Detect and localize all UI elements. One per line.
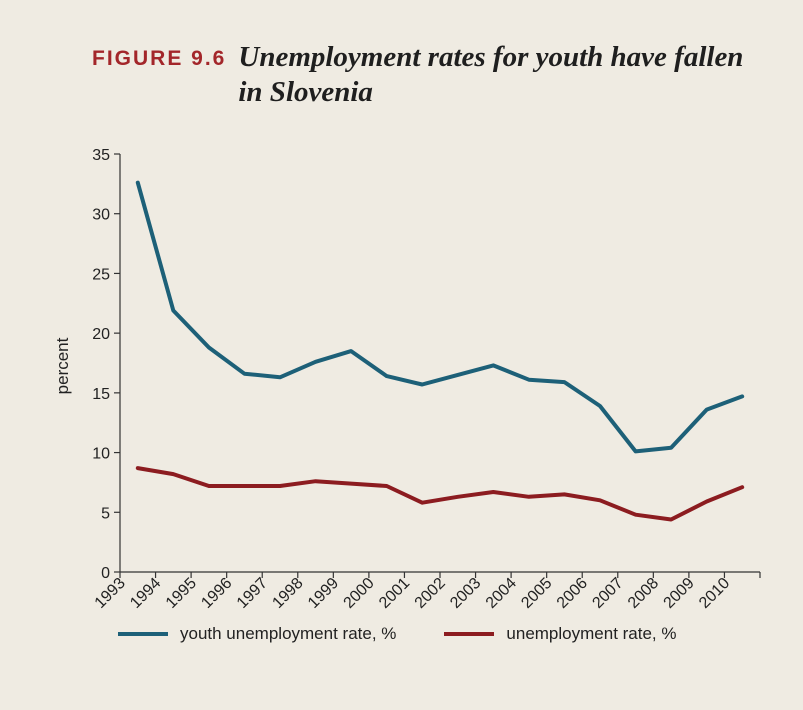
data-point-1 — [349, 482, 353, 486]
y-axis-ticks: 0 5 10 15 20 25 30 35 — [92, 147, 120, 582]
x-tick-label: 2008 — [625, 575, 662, 612]
legend-item-youth: youth unemployment rate, % — [118, 624, 396, 644]
y-axis-label: percent — [53, 337, 72, 394]
series-layer — [135, 180, 745, 522]
y-tick-label: 25 — [92, 266, 110, 283]
y-tick-label: 10 — [92, 446, 110, 463]
data-point-0 — [598, 404, 602, 408]
data-point-0 — [207, 345, 211, 349]
data-point-0 — [527, 378, 531, 382]
data-point-0 — [242, 372, 246, 376]
data-point-0 — [171, 308, 175, 312]
y-tick-label: 5 — [101, 505, 110, 522]
data-point-1 — [669, 517, 673, 521]
y-tick-label: 30 — [92, 207, 110, 224]
data-point-1 — [634, 513, 638, 517]
data-point-0 — [740, 394, 744, 398]
x-tick-label: 2007 — [589, 575, 626, 612]
figure-heading: Unemployment rates for youth have fallen… — [238, 41, 744, 108]
data-point-1 — [385, 484, 389, 488]
data-point-0 — [491, 363, 495, 367]
x-tick-label: 1995 — [163, 575, 200, 612]
figure-label: FIGURE 9.6 — [92, 47, 227, 70]
data-point-0 — [456, 373, 460, 377]
legend-label-youth: youth unemployment rate, % — [180, 624, 397, 643]
y-tick-label: 35 — [92, 147, 110, 164]
x-tick-label: 2003 — [447, 575, 484, 612]
axes — [119, 154, 760, 573]
data-point-0 — [314, 360, 318, 364]
data-point-1 — [314, 479, 318, 483]
data-point-1 — [456, 495, 460, 499]
x-tick-label: 1999 — [305, 575, 342, 612]
legend-swatch-overall — [444, 632, 495, 636]
data-point-1 — [527, 495, 531, 499]
data-point-1 — [420, 501, 424, 505]
data-point-0 — [669, 446, 673, 450]
x-tick-label: 1994 — [127, 575, 164, 612]
data-point-1 — [705, 500, 709, 504]
x-tick-label: 1997 — [234, 575, 271, 612]
series-line-1 — [135, 466, 745, 522]
data-point-1 — [136, 466, 140, 470]
data-point-0 — [349, 349, 353, 353]
x-tick-label: 2004 — [483, 575, 520, 612]
legend-swatch-youth — [118, 632, 168, 636]
y-tick-label: 0 — [101, 565, 110, 582]
data-point-1 — [740, 485, 744, 489]
data-point-0 — [634, 449, 638, 453]
legend-label-overall: unemployment rate, % — [506, 624, 677, 643]
data-point-1 — [242, 484, 246, 488]
data-point-0 — [562, 380, 566, 384]
x-tick-label: 2009 — [661, 575, 698, 612]
series-line-0 — [135, 180, 745, 454]
legend-item-overall: unemployment rate, % — [444, 624, 677, 644]
figure-title: FIGURE 9.6 Unemployment rates for youth … — [92, 40, 772, 110]
data-point-1 — [207, 484, 211, 488]
data-point-0 — [136, 181, 140, 185]
x-tick-label: 1993 — [92, 575, 129, 612]
data-point-1 — [278, 484, 282, 488]
x-tick-label: 2010 — [696, 575, 733, 612]
data-point-1 — [598, 498, 602, 502]
data-point-0 — [420, 382, 424, 386]
x-tick-label: 2001 — [376, 575, 413, 612]
x-tick-label: 2006 — [554, 575, 591, 612]
legend: youth unemployment rate, % unemployment … — [118, 624, 763, 644]
x-tick-label: 2000 — [341, 575, 378, 612]
x-tick-label: 1996 — [198, 575, 235, 612]
data-point-0 — [278, 375, 282, 379]
y-tick-label: 15 — [92, 386, 110, 403]
x-tick-label: 1998 — [269, 575, 306, 612]
x-axis-ticks: 1993199419951996199719981999200020012002… — [92, 572, 761, 612]
x-tick-label: 2002 — [412, 575, 449, 612]
data-point-1 — [171, 472, 175, 476]
data-point-1 — [562, 492, 566, 496]
y-tick-label: 20 — [92, 326, 110, 343]
x-tick-label: 2005 — [518, 575, 555, 612]
data-point-0 — [705, 408, 709, 412]
data-point-0 — [385, 374, 389, 378]
data-point-1 — [491, 490, 495, 494]
